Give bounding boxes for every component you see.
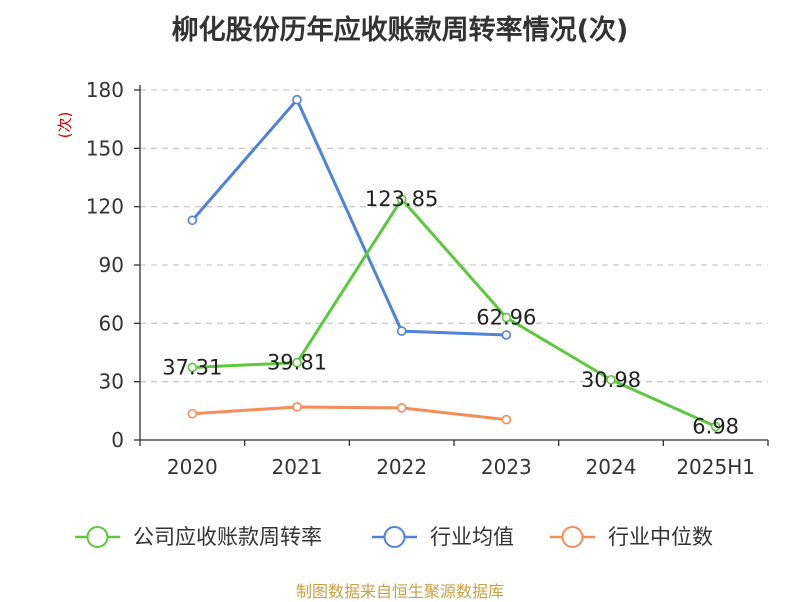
data-point <box>501 414 512 425</box>
legend-marker <box>86 526 109 548</box>
data-point <box>606 374 616 385</box>
y-tick-label: 180 <box>86 78 124 102</box>
y-tick-label: 60 <box>99 311 124 335</box>
data-point <box>187 215 198 226</box>
series-line <box>191 98 507 337</box>
y-tick-label: 0 <box>111 428 124 452</box>
y-axis-label: (次) <box>56 112 74 139</box>
data-point <box>187 408 198 419</box>
data-point <box>501 330 512 340</box>
legend-marker <box>561 526 584 548</box>
legend-label: 行业中位数 <box>608 525 713 549</box>
data-point <box>396 326 407 336</box>
data-point <box>396 194 407 204</box>
y-tick-label: 150 <box>86 136 124 160</box>
x-tick-label: 2021 <box>272 455 323 479</box>
legend-label: 公司应收账款周转率 <box>133 525 322 549</box>
series-line <box>192 197 717 428</box>
data-point <box>396 403 407 413</box>
data-point <box>187 362 198 373</box>
data-point <box>292 94 302 105</box>
source-note: 制图数据来自恒生聚源数据库 <box>295 582 504 601</box>
data-label: 39.81 <box>267 351 327 375</box>
chart-title: 柳化股份历年应收账款周转率情况(次) <box>171 15 629 46</box>
data-label: 62.96 <box>476 306 536 330</box>
data-point <box>710 421 721 432</box>
series-line <box>192 405 507 422</box>
x-tick-label: 2020 <box>167 455 218 479</box>
x-tick-label: 2024 <box>586 455 637 479</box>
data-label: 123.85 <box>365 187 438 211</box>
data-point <box>292 402 302 412</box>
data-point <box>292 357 302 368</box>
y-tick-label: 120 <box>86 195 124 219</box>
y-tick-label: 90 <box>99 253 124 277</box>
data-label: 6.98 <box>692 414 739 438</box>
x-tick-label: 2023 <box>481 455 532 479</box>
data-label: 30.98 <box>581 368 641 392</box>
data-label: 37.31 <box>162 355 222 379</box>
x-tick-label: 2025H1 <box>676 455 755 479</box>
legend-label: 行业均值 <box>430 525 514 549</box>
y-tick-label: 30 <box>99 370 124 394</box>
legend-marker <box>383 526 406 548</box>
data-point <box>501 312 512 323</box>
x-tick-label: 2022 <box>376 455 427 479</box>
